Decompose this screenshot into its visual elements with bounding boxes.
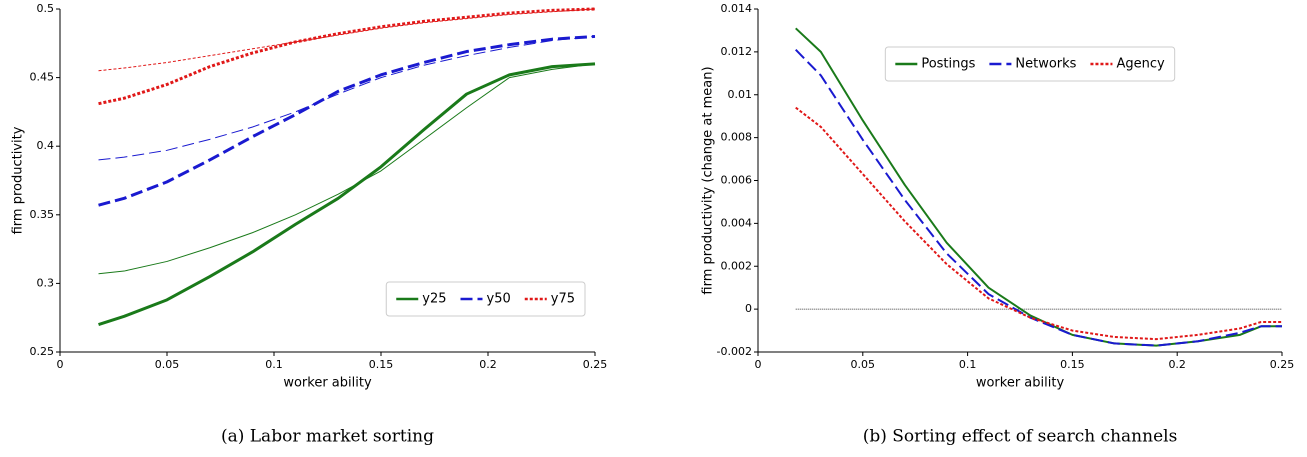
legend-item: Agency [1090,57,1165,72]
y-tick-label: 0.014 [721,2,753,15]
y-tick-label: 0.25 [30,345,55,358]
legend-box [385,281,586,317]
legend-label: y50 [487,292,511,307]
legend-label: y75 [551,292,575,307]
caption: (a) Labor market sorting [221,427,434,447]
x-tick-label: 0 [755,358,762,371]
y-axis-label: firm productivity (change at mean) [701,66,716,294]
y-tick-label: -0.002 [717,345,752,358]
series-line [98,35,596,161]
y-axis-label: firm productivity [11,126,26,234]
legend-item: Networks [989,57,1077,72]
y-tick-label: 0.5 [37,2,55,15]
x-axis-label: worker ability [976,376,1065,391]
y-tick-label: 0.012 [721,45,753,58]
y-tick-label: 0 [745,302,752,315]
legend-item: y50 [460,292,511,307]
legend-label: Agency [1116,57,1165,72]
y-tick-label: 0.002 [721,259,753,272]
legend: y25 y50 y75 [385,281,586,317]
x-tick-label: 0 [57,358,64,371]
legend: Postings Networks Agency [884,46,1176,82]
x-tick-label: 0.15 [369,358,394,371]
series-line [98,34,596,207]
caption: (b) Sorting effect of search channels [863,427,1178,447]
y-tick-label: 0.008 [721,131,753,144]
legend-label: Networks [1015,57,1076,72]
y-tick-label: 0.35 [30,208,55,221]
x-tick-label: 0.15 [1060,358,1085,371]
series-line [98,63,596,275]
legend-item: y25 [396,292,447,307]
x-tick-label: 0.2 [1168,358,1186,371]
y-tick-label: 0.004 [721,216,753,229]
series-line [98,7,596,106]
x-tick-label: 0.05 [155,358,180,371]
y-tick-label: 0.4 [37,139,55,152]
y-tick-label: 0.45 [30,71,55,84]
series-line [98,62,596,326]
x-tick-label: 0.1 [959,358,977,371]
series-line [795,106,1282,341]
series-line [795,49,1282,347]
x-axis-label: worker ability [283,376,372,391]
x-tick-label: 0.25 [583,358,608,371]
series-line [98,8,596,72]
y-tick-label: 0.3 [37,276,55,289]
y-tick-label: 0.006 [721,174,753,187]
legend-label: Postings [921,57,975,72]
x-tick-label: 0.05 [851,358,876,371]
y-tick-label: 0.01 [728,88,753,101]
legend-item: y75 [524,292,575,307]
x-tick-label: 0.1 [265,358,283,371]
legend-item: Postings [895,57,976,72]
legend-box [884,46,1176,82]
legend-label: y25 [422,292,446,307]
x-tick-label: 0.25 [1270,358,1295,371]
x-tick-label: 0.2 [479,358,497,371]
